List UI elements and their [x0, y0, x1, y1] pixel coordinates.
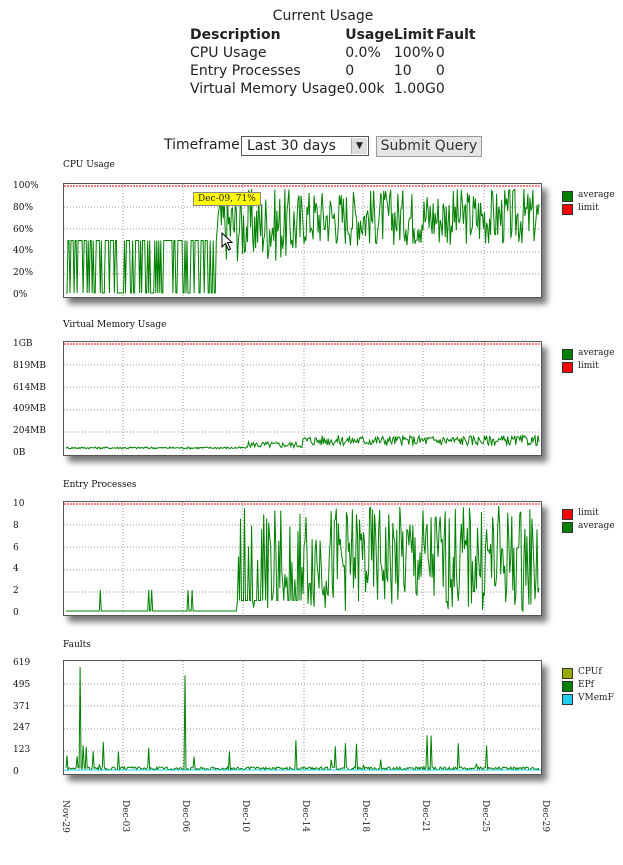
x-tick-label: Dec-25 [480, 800, 490, 833]
x-tick-label: Nov-29 [60, 800, 70, 833]
timeframe-select[interactable]: Last 30 days ▼ [241, 136, 369, 156]
legend-label: VMemF [578, 693, 614, 703]
chart-title: Virtual Memory Usage [63, 320, 167, 330]
cell-fault: 0 [435, 45, 445, 61]
table-row: Virtual Memory Usage 0.00k 1.00G 0 [190, 80, 476, 98]
cell-usage: 0 [345, 63, 355, 79]
chart-plot-ep[interactable] [63, 501, 542, 616]
data-tooltip: Dec-09, 71% [193, 192, 261, 206]
cell-usage: 0.00k [345, 81, 385, 97]
y-tick-label: 619 [13, 658, 31, 668]
x-tick-label: Dec-14 [300, 800, 310, 833]
chart-plot-vmem[interactable] [63, 341, 542, 456]
legend-swatch [562, 668, 573, 679]
legend-swatch [562, 362, 573, 373]
cell-description: CPU Usage [190, 45, 267, 61]
usage-table: Description Usage Limit Fault CPU Usage … [190, 26, 476, 98]
header-description: Description [190, 27, 281, 43]
legend-swatch [562, 681, 573, 692]
series-average-line [65, 667, 540, 772]
table-row: Entry Processes 0 10 0 [190, 62, 476, 80]
cell-description: Virtual Memory Usage [190, 81, 346, 97]
table-row: CPU Usage 0.0% 100% 0 [190, 44, 476, 62]
x-tick-label: Dec-06 [180, 800, 190, 833]
y-tick-label: 80% [13, 202, 34, 213]
x-tick-label: Dec-10 [240, 800, 250, 833]
header-limit: Limit [393, 27, 434, 43]
legend-label: average [578, 521, 615, 531]
y-tick-label: 371 [13, 701, 31, 712]
series-average-line [65, 433, 540, 450]
legend-swatch [562, 349, 573, 360]
y-tick-label: 0 [13, 608, 19, 618]
submit-query-button[interactable]: Submit Query [376, 136, 482, 157]
cell-fault: 0 [435, 81, 445, 97]
x-tick-label: Dec-21 [420, 800, 430, 833]
legend-label: limit [578, 508, 599, 518]
chart-svg [64, 342, 541, 455]
y-tick-label: 247 [13, 723, 31, 734]
y-tick-label: 40% [13, 246, 34, 257]
legend-label: average [578, 348, 615, 358]
chevron-down-icon[interactable]: ▼ [351, 138, 367, 154]
series-average-line [66, 505, 540, 613]
cell-fault: 0 [435, 63, 445, 79]
header-usage: Usage [345, 27, 394, 43]
cell-limit: 100% [393, 45, 434, 61]
mouse-pointer-icon [221, 232, 234, 251]
y-tick-label: 100% [13, 181, 39, 191]
cell-limit: 1.00G [393, 81, 436, 97]
y-tick-label: 0% [13, 290, 28, 300]
chart-title: Faults [63, 640, 91, 650]
header-fault: Fault [435, 27, 476, 43]
legend-label: limit [578, 203, 599, 213]
y-tick-label: 1GB [13, 339, 33, 349]
legend-swatch [562, 204, 573, 215]
legend-label: limit [578, 361, 599, 371]
chart-svg [64, 502, 541, 615]
legend-label: CPUf [578, 667, 602, 677]
y-tick-label: 10 [13, 499, 25, 509]
x-tick-label: Dec-29 [540, 800, 550, 833]
y-tick-label: 495 [13, 679, 31, 690]
cell-limit: 10 [393, 63, 412, 79]
y-tick-label: 2 [13, 586, 19, 597]
x-tick-label: Dec-03 [120, 800, 130, 833]
legend-swatch [562, 522, 573, 533]
legend-swatch [562, 191, 573, 202]
y-tick-label: 819MB [13, 360, 47, 371]
chart-svg [64, 661, 541, 774]
current-usage-title: Current Usage [272, 8, 374, 24]
y-tick-label: 6 [13, 542, 19, 553]
y-tick-label: 4 [13, 564, 19, 575]
y-tick-label: 8 [13, 520, 19, 531]
y-tick-label: 0 [13, 767, 19, 777]
legend-swatch [562, 694, 573, 705]
cell-description: Entry Processes [190, 63, 301, 79]
legend-label: EPf [578, 680, 594, 690]
y-tick-label: 60% [13, 224, 34, 235]
y-tick-label: 204MB [13, 426, 47, 437]
cell-usage: 0.0% [345, 45, 381, 61]
chart-title: Entry Processes [63, 480, 137, 490]
timeframe-selected-value: Last 30 days [247, 138, 336, 154]
usage-header-row: Description Usage Limit Fault [190, 26, 476, 44]
y-tick-label: 123 [13, 745, 31, 756]
y-tick-label: 409MB [13, 404, 47, 415]
chart-plot-cpu[interactable] [63, 183, 542, 298]
chart-svg [64, 184, 541, 297]
legend-swatch [562, 509, 573, 520]
chart-plot-faults[interactable] [63, 660, 542, 775]
legend-label: average [578, 190, 615, 200]
series-average-line [66, 188, 540, 294]
chart-title: CPU Usage [63, 160, 115, 170]
y-tick-label: 20% [13, 268, 34, 279]
y-tick-label: 0B [13, 448, 26, 458]
timeframe-label: Timeframe: [164, 137, 245, 153]
x-tick-label: Dec-18 [360, 800, 370, 833]
y-tick-label: 614MB [13, 382, 47, 393]
